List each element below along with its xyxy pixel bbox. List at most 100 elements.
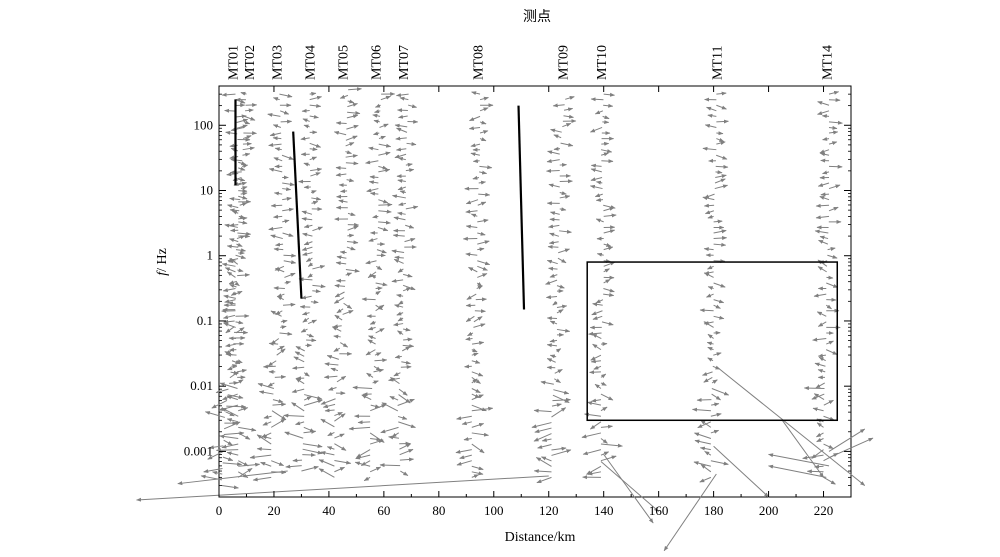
induction-vector-mt06	[353, 387, 372, 388]
induction-vector-mt05	[334, 348, 340, 351]
induction-vector-mt07	[394, 373, 401, 376]
induction-vector-mt01	[237, 119, 248, 122]
induction-vector-mt02	[227, 354, 237, 355]
y-tick-label: 100	[194, 117, 214, 132]
induction-vector-mt08	[472, 353, 478, 355]
induction-vector-mt09	[557, 286, 564, 288]
induction-vector-mt07	[400, 449, 413, 454]
induction-vector-mt11	[705, 272, 714, 274]
induction-vector-mt10	[604, 230, 615, 233]
induction-vector-mt02	[236, 322, 244, 323]
induction-vector-mt09	[560, 192, 567, 194]
induction-vector-mt02	[242, 165, 248, 166]
induction-vector-mt07	[403, 339, 412, 340]
induction-vector-mt14	[807, 471, 823, 472]
induction-vector-mt03	[273, 125, 280, 128]
induction-vector-mt09	[549, 268, 558, 269]
induction-vector-mt07	[402, 347, 410, 351]
induction-vector-mt09	[562, 123, 571, 126]
induction-vector-mt09	[550, 233, 559, 236]
induction-vector-mt06	[378, 211, 391, 212]
induction-vector-mt09	[547, 318, 557, 319]
x-tick-label: 60	[377, 503, 390, 518]
induction-vector-mt14	[829, 207, 838, 211]
induction-vector-mt08	[456, 450, 472, 453]
induction-vector-mt05	[348, 226, 359, 230]
induction-vector-mt06	[355, 462, 370, 466]
induction-vector-mt07	[394, 259, 403, 263]
induction-vector-mt02	[220, 436, 238, 439]
induction-vector-mt05	[337, 309, 343, 313]
induction-vector-mt03	[271, 461, 283, 466]
induction-vector-mt02	[244, 122, 250, 124]
x-tick-label: 160	[649, 503, 669, 518]
station-label-mt14: MT14	[820, 45, 835, 80]
induction-vector-mt09	[548, 151, 560, 154]
induction-vector-mt03	[274, 216, 283, 217]
induction-vector-mt06	[373, 381, 379, 383]
x-tick-label: 120	[539, 503, 559, 518]
induction-vector-mt07	[399, 203, 406, 205]
induction-vector-mt02	[226, 344, 237, 346]
induction-vector-mt06	[349, 427, 370, 429]
induction-vector-mt08	[477, 241, 489, 244]
induction-vector-mt05	[333, 326, 341, 327]
induction-vector-mt06	[362, 299, 376, 300]
induction-vector-mt04	[285, 432, 303, 438]
induction-vector-mt09	[551, 450, 570, 456]
induction-vector-mt08	[478, 194, 489, 195]
induction-vector-mt11	[692, 409, 710, 410]
induction-vector-mt04	[301, 329, 307, 332]
induction-vector-mt04	[304, 427, 315, 431]
induction-vector-mt14	[826, 305, 831, 309]
induction-vector-mt01	[236, 100, 245, 103]
induction-vector-mt03	[276, 311, 283, 315]
x-tick-label: 140	[594, 503, 614, 518]
induction-vector-mt08	[471, 214, 477, 216]
induction-vector-mt11	[695, 441, 711, 445]
induction-vector-mt01	[223, 463, 242, 465]
induction-vector-mt02	[239, 216, 245, 218]
induction-vector-mt08	[466, 316, 474, 321]
induction-vector-mt09	[560, 209, 566, 210]
induction-vector-mt10	[601, 452, 609, 455]
induction-vector-mt11	[716, 166, 728, 167]
induction-vector-mt09	[547, 358, 555, 362]
induction-vector-mt04	[312, 201, 318, 203]
induction-vector-mt04	[310, 157, 317, 160]
induction-vector-mt07	[394, 324, 404, 326]
induction-vector-mt01	[224, 296, 236, 299]
induction-vector-mt14	[826, 283, 838, 288]
induction-vector-mt05	[348, 101, 354, 103]
induction-vector-mt04	[312, 285, 325, 286]
station-label-mt06: MT06	[370, 45, 385, 80]
induction-vector-mt08	[472, 433, 489, 435]
induction-vector-mt05	[347, 180, 354, 182]
induction-vector-mt09	[550, 355, 556, 357]
induction-vector-mt07	[403, 329, 410, 330]
induction-vector-mt07	[398, 331, 404, 335]
induction-vector-mt03	[282, 189, 290, 190]
induction-vector-mt09	[553, 105, 564, 106]
induction-vector-mt02	[241, 187, 247, 189]
induction-vector-mt05	[334, 412, 342, 415]
induction-vector-mt09	[534, 410, 551, 411]
induction-vector-mt11	[716, 105, 726, 109]
induction-vector-mt06	[369, 239, 378, 242]
induction-vector-mt03	[280, 326, 286, 327]
induction-vector-mt10	[591, 355, 601, 360]
induction-vector-mt04	[303, 234, 313, 237]
induction-vector-mt04	[302, 111, 310, 112]
induction-vector-mt05	[347, 235, 353, 236]
induction-vector-mt09	[536, 457, 551, 466]
induction-vector-mt01	[213, 472, 223, 474]
induction-vector-mt07	[398, 302, 403, 305]
induction-vector-mt05	[348, 213, 355, 215]
induction-vector-mt05	[334, 434, 344, 438]
induction-vector-mt03	[279, 94, 292, 97]
induction-vector-mt07	[395, 125, 407, 127]
induction-vector-mt07	[406, 170, 414, 171]
induction-vector-mt10	[602, 322, 613, 325]
induction-vector-mt06	[369, 148, 379, 150]
long-induction-vector	[716, 367, 864, 486]
